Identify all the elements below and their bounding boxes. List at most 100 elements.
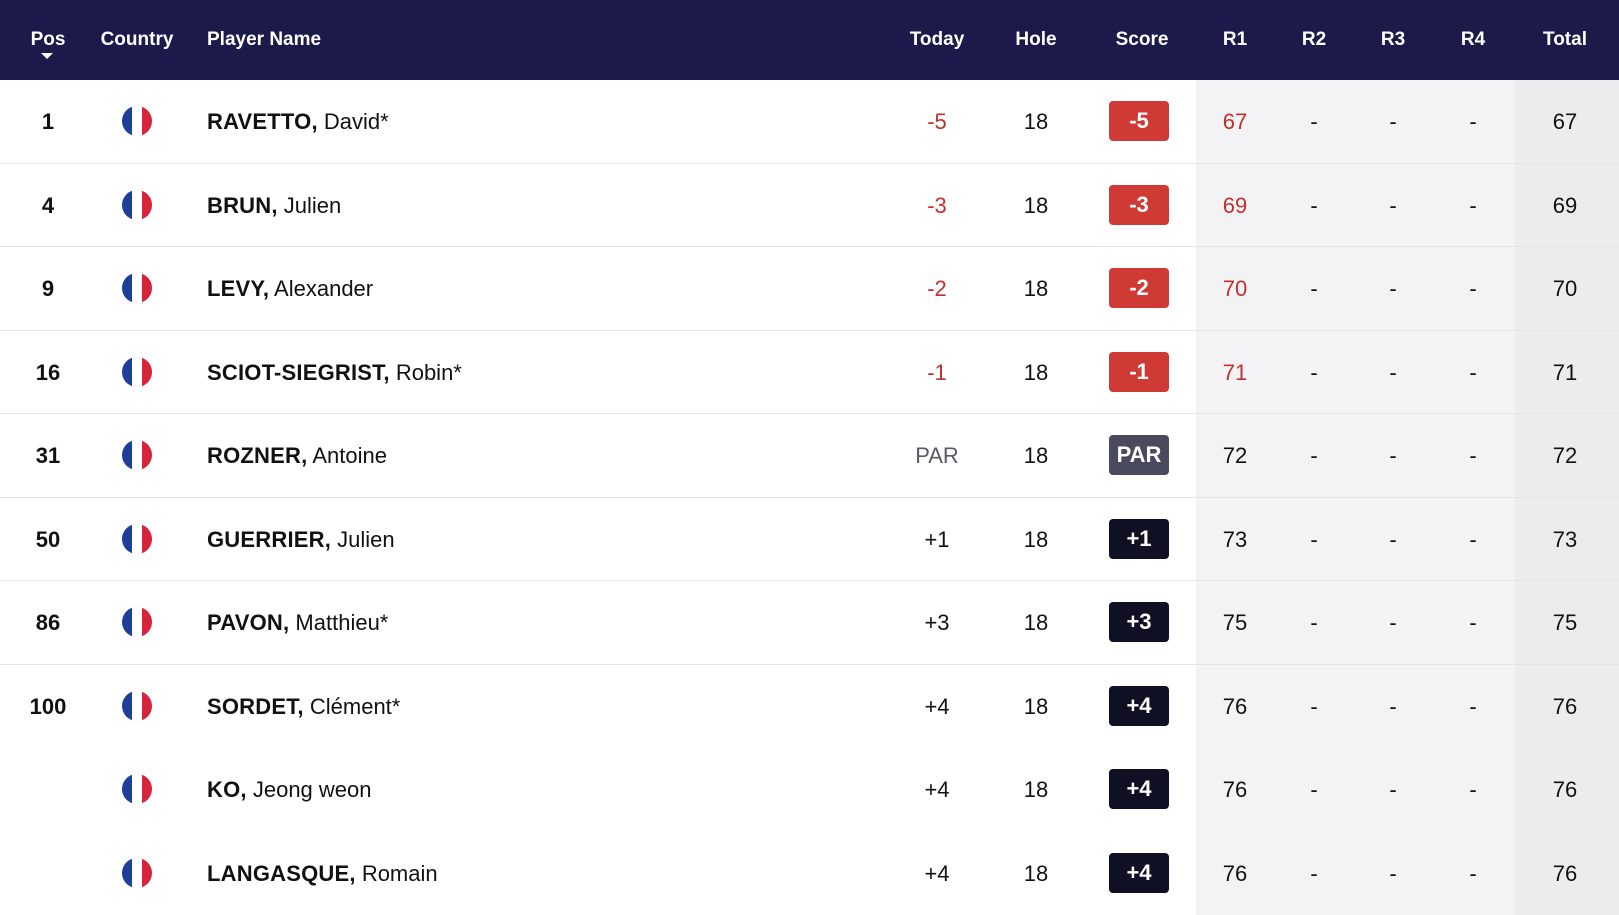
player-last-name: LEVY, [207,276,270,301]
player-last-name: SORDET, [207,693,304,719]
score-badge: -3 [1109,184,1169,225]
player-last-name: BRUN, [207,192,278,218]
column-header-player-name[interactable]: Player Name [207,29,322,50]
column-header-r4[interactable]: R4 [1460,29,1486,50]
player-first-name: Alexander [274,276,374,301]
round-4-cell: - [1469,359,1477,385]
total-cell: 67 [1552,109,1578,134]
position-cell: 86 [35,610,61,635]
round-4-cell: - [1469,526,1477,552]
column-header-country[interactable]: Country [100,29,174,50]
round-1-cell: 72 [1222,443,1248,468]
player-row[interactable]: 86 PAVON, Matthieu* +3 18 +3 75 - - - 75 [0,581,1619,665]
player-first-name: Clément* [309,693,401,719]
round-2-cell: - [1310,860,1318,886]
total-column-background [1515,80,1619,915]
today-cell: +4 [924,777,950,802]
column-header-r2[interactable]: R2 [1301,29,1327,50]
round-2-cell: - [1310,610,1318,635]
player-name-link[interactable]: RAVETTO, David* [207,80,389,163]
round-1-cell: 75 [1222,610,1248,635]
player-last-name: PAVON, [207,610,290,635]
total-cell: 73 [1552,526,1578,552]
rounds-column-background [1196,80,1515,915]
player-last-name: LANGASQUE, [207,860,356,886]
column-header-total[interactable]: Total [1543,29,1587,50]
round-4-cell: - [1469,276,1477,301]
player-last-name: RAVETTO, [207,109,318,134]
france-flag-icon [122,774,152,804]
column-header-today[interactable]: Today [909,29,965,50]
position-cell: 100 [29,693,67,719]
round-3-cell: - [1389,526,1397,552]
round-1-cell: 76 [1222,777,1248,802]
france-flag-icon [122,440,152,470]
france-flag-icon [122,273,152,303]
column-header-r3[interactable]: R3 [1380,29,1406,50]
player-name-link[interactable]: SCIOT-SIEGRIST, Robin* [207,331,462,414]
round-2-cell: - [1310,109,1318,134]
score-badge: +1 [1109,518,1169,559]
total-cell: 69 [1552,192,1578,218]
player-row[interactable]: 1 RAVETTO, David* -5 18 -5 67 - - - 67 [0,80,1619,164]
france-flag-icon [122,857,152,888]
today-cell: -5 [927,109,947,134]
today-cell: PAR [915,443,959,468]
round-4-cell: - [1469,109,1477,134]
player-row[interactable]: 31 ROZNER, Antoine PAR 18 PAR 72 - - - 72 [0,414,1619,498]
round-4-cell: - [1469,610,1477,635]
round-3-cell: - [1389,777,1397,802]
round-3-cell: - [1389,109,1397,134]
player-row[interactable]: 9 LEVY, Alexander -2 18 -2 70 - - - 70 [0,247,1619,331]
player-name-link[interactable]: GUERRIER, Julien [207,498,395,581]
total-cell: 76 [1552,777,1578,802]
player-last-name: GUERRIER, [207,526,332,552]
round-1-cell: 76 [1222,693,1248,719]
player-name-link[interactable]: KO, Jeong weon [207,748,372,831]
score-badge: +3 [1109,602,1169,642]
player-first-name: Julien [283,192,342,218]
round-2-cell: - [1310,192,1318,218]
hole-cell: 18 [1023,443,1049,468]
france-flag-icon [122,690,152,721]
hole-cell: 18 [1023,777,1049,802]
player-first-name: Jeong weon [252,777,372,802]
round-3-cell: - [1389,359,1397,385]
round-4-cell: - [1469,443,1477,468]
total-cell: 71 [1552,359,1578,385]
hole-cell: 18 [1023,192,1049,218]
round-2-cell: - [1310,443,1318,468]
hole-cell: 18 [1023,693,1049,719]
leaderboard-rows: 1 RAVETTO, David* -5 18 -5 67 - - - 67 4 BRUN, Juli… [0,80,1619,915]
player-first-name: Romain [361,860,438,886]
player-name-link[interactable]: PAVON, Matthieu* [207,581,388,664]
score-badge: -1 [1109,351,1169,392]
column-header-pos[interactable]: Pos [30,29,66,50]
player-first-name: Matthieu* [295,610,389,635]
score-badge: -2 [1109,268,1169,308]
round-3-cell: - [1389,276,1397,301]
player-name-link[interactable]: BRUN, Julien [207,164,341,247]
column-header-hole[interactable]: Hole [1015,29,1057,50]
player-name-link[interactable]: SORDET, Clément* [207,665,400,748]
france-flag-icon [122,607,152,637]
column-header-r1[interactable]: R1 [1222,29,1248,50]
caret-down-icon[interactable] [41,53,53,59]
score-badge: +4 [1109,769,1169,809]
player-name-link[interactable]: LEVY, Alexander [207,247,373,330]
player-name-link[interactable]: ROZNER, Antoine [207,414,387,497]
player-first-name: David* [323,109,389,134]
player-row[interactable]: 4 BRUN, Julien -3 18 -3 69 - - - 69 [0,164,1619,247]
player-row[interactable]: 50 GUERRIER, Julien +1 18 +1 73 - - - 73 [0,498,1619,581]
player-name-link[interactable]: LANGASQUE, Romain [207,832,438,915]
player-row[interactable]: LANGASQUE, Romain +4 18 +4 76 - - - 76 [0,832,1619,915]
player-row[interactable]: 16 SCIOT-SIEGRIST, Robin* -1 18 -1 71 - - - 71 [0,331,1619,414]
round-3-cell: - [1389,860,1397,886]
france-flag-icon [122,106,152,136]
hole-cell: 18 [1023,526,1049,552]
column-header-score[interactable]: Score [1115,29,1169,50]
today-cell: +4 [924,860,950,886]
player-row[interactable]: 100 SORDET, Clément* +4 18 +4 76 - - - 76 [0,665,1619,749]
player-row[interactable]: KO, Jeong weon +4 18 +4 76 - - - 76 [0,748,1619,832]
score-badge: +4 [1109,685,1169,726]
